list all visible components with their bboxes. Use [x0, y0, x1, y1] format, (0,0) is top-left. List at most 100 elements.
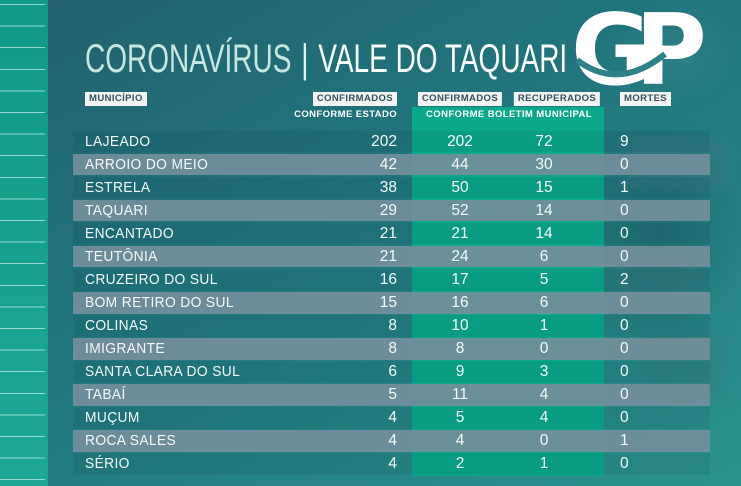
table-row: COLINAS 8 10 1 0	[0, 315, 741, 337]
recovered-value: 0	[539, 432, 549, 450]
recovered-value: 14	[535, 224, 553, 242]
deaths-value: 0	[620, 247, 629, 265]
gp-logo: G P	[571, 0, 720, 108]
municipality-name: TEUTÔNIA	[85, 247, 158, 265]
confirmed-state-value: 16	[379, 270, 397, 288]
municipality-name: TAQUARI	[85, 201, 148, 219]
confirmed-state-value: 8	[388, 317, 397, 335]
deaths-value: 1	[620, 432, 629, 450]
confirmed-state-value: 38	[379, 178, 397, 196]
table-row: BOM RETIRO DO SUL 15 16 6 0	[0, 291, 741, 314]
recovered-value: 4	[539, 409, 549, 427]
table-row: TAQUARI 29 52 14 0	[0, 199, 741, 222]
confirmed-state-value: 21	[379, 247, 397, 265]
table-row: ESTRELA 38 50 15 1	[0, 176, 741, 199]
svg-text:P: P	[635, 6, 707, 94]
confirmed-municipal-value: 8	[455, 340, 465, 358]
deaths-value: 0	[620, 293, 629, 311]
recovered-value: 4	[539, 386, 549, 404]
title-primary: CORONAVÍRUS	[85, 37, 292, 81]
confirmed-state-value: 4	[388, 455, 397, 473]
ruler-lines	[0, 4, 45, 486]
confirmed-municipal-value: 17	[451, 270, 469, 288]
recovered-value: 1	[539, 455, 549, 473]
recovered-value: 1	[539, 317, 549, 335]
deaths-value: 0	[620, 317, 629, 335]
municipality-name: SÉRIO	[85, 455, 130, 473]
deaths-value: 0	[620, 340, 629, 358]
table-row: IMIGRANTE 8 8 0 0	[0, 338, 741, 360]
confirmed-municipal-value: 50	[451, 178, 469, 196]
confirmed-state-value: 15	[379, 293, 397, 311]
municipality-name: ENCANTADO	[85, 224, 174, 242]
confirmed-municipal-value: 5	[455, 409, 465, 427]
confirmed-state-value: 6	[388, 363, 397, 381]
svg-text:G: G	[575, 6, 651, 94]
confirmed-state-value: 4	[388, 432, 397, 450]
municipality-name: MUÇUM	[85, 409, 140, 427]
table-row: LAJEADO 202 202 72 9	[0, 130, 741, 153]
confirmed-municipal-value: 10	[451, 317, 469, 335]
confirmed-municipal-value: 44	[451, 155, 469, 173]
page-title: CORONAVÍRUS | VALE DO TAQUARI	[85, 37, 568, 81]
deaths-value: 0	[620, 455, 629, 473]
subheader-conforme-estado: CONFORME ESTADO	[294, 109, 397, 120]
recovered-value: 6	[539, 293, 549, 311]
confirmed-municipal-value: 11	[451, 386, 469, 404]
municipality-name: ROCA SALES	[85, 432, 177, 450]
municipality-name: CRUZEIRO DO SUL	[85, 270, 218, 288]
confirmed-state-value: 5	[388, 386, 397, 404]
table-row: TEUTÔNIA 21 24 6 0	[0, 245, 741, 268]
column-header-confirmados-estado: CONFIRMADOS	[312, 92, 397, 106]
confirmed-state-value: 202	[371, 132, 397, 150]
recovered-value: 5	[539, 270, 549, 288]
column-header-recuperados: RECUPERADOS	[513, 92, 601, 106]
deaths-value: 0	[620, 363, 629, 381]
recovered-value: 15	[535, 178, 553, 196]
recovered-value: 6	[539, 247, 549, 265]
recovered-value: 0	[539, 340, 549, 358]
table-row: ARROIO DO MEIO 42 44 30 0	[0, 153, 741, 176]
deaths-value: 9	[620, 132, 629, 150]
table-row: SANTA CLARA DO SUL 6 9 3 0	[0, 361, 741, 383]
subheader-conforme-boletim-municipal: CONFORME BOLETIM MUNICIPAL	[426, 109, 592, 120]
table-row: SÉRIO 4 2 1 0	[0, 453, 741, 475]
confirmed-municipal-value: 4	[455, 432, 465, 450]
municipality-name: SANTA CLARA DO SUL	[85, 363, 241, 381]
column-header-mortes: MORTES	[620, 92, 672, 106]
table-row: ENCANTADO 21 21 14 0	[0, 222, 741, 245]
confirmed-state-value: 4	[388, 409, 397, 427]
deaths-value: 1	[620, 178, 629, 196]
recovered-value: 14	[535, 201, 553, 219]
deaths-value: 0	[620, 409, 629, 427]
confirmed-municipal-value: 52	[451, 201, 469, 219]
municipality-name: COLINAS	[85, 317, 149, 335]
municipality-name: LAJEADO	[85, 132, 151, 150]
left-ruler-strip	[0, 0, 48, 486]
confirmed-state-value: 8	[388, 340, 397, 358]
deaths-value: 0	[620, 224, 629, 242]
municipality-name: IMIGRANTE	[85, 340, 165, 358]
municipality-name: TABAÍ	[85, 386, 126, 404]
title-secondary: VALE DO TAQUARI	[318, 37, 568, 81]
deaths-value: 0	[620, 201, 629, 219]
table-row: TABAÍ 5 11 4 0	[0, 384, 741, 406]
gp-logo-icon: G P	[571, 0, 707, 108]
confirmed-state-value: 42	[379, 155, 397, 173]
municipality-name: ESTRELA	[85, 178, 151, 196]
deaths-value: 0	[620, 155, 629, 173]
confirmed-municipal-value: 21	[451, 224, 469, 242]
deaths-value: 2	[620, 270, 629, 288]
confirmed-municipal-value: 24	[451, 247, 469, 265]
recovered-value: 3	[539, 363, 549, 381]
title-separator: |	[301, 37, 309, 81]
table-row: CRUZEIRO DO SUL 16 17 5 2	[0, 268, 741, 291]
table-row: MUÇUM 4 5 4 0	[0, 407, 741, 429]
confirmed-municipal-value: 16	[451, 293, 469, 311]
deaths-value: 0	[620, 386, 629, 404]
municipality-name: ARROIO DO MEIO	[85, 155, 209, 173]
recovered-value: 72	[535, 132, 553, 150]
confirmed-municipal-value: 2	[455, 455, 465, 473]
